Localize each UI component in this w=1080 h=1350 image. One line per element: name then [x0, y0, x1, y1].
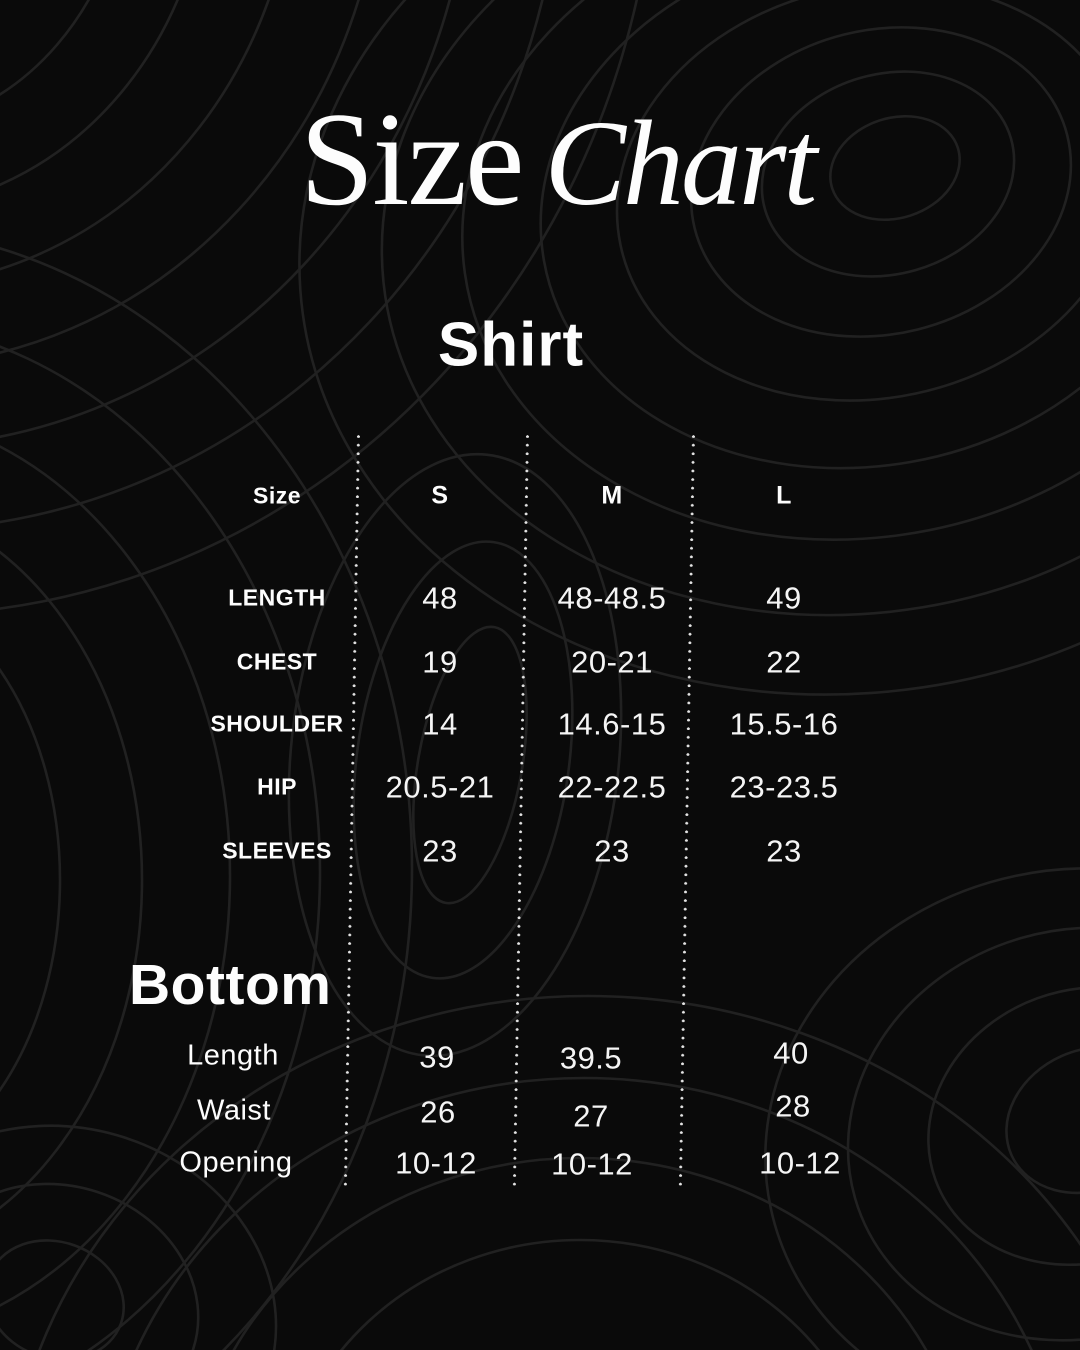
- bottom-waist-m: 27: [573, 1098, 609, 1134]
- shirt-row-label-sleeves: SLEEVES: [222, 837, 332, 864]
- shirt-row-label-chest: CHEST: [236, 648, 318, 675]
- table-header-m: M: [601, 481, 623, 510]
- bottom-opening-s: 10-12: [395, 1145, 477, 1181]
- shirt-sleeves-l: 23: [766, 833, 802, 869]
- shirt-row-label-length: LENGTH: [228, 584, 326, 611]
- bottom-row-label-opening: Opening: [179, 1146, 293, 1179]
- bottom-length-s: 39: [419, 1039, 455, 1075]
- bottom-opening-l: 10-12: [759, 1145, 841, 1181]
- title-word-chart: Chart: [544, 96, 817, 231]
- bottom-row-label-waist: Waist: [197, 1094, 271, 1127]
- shirt-shoulder-s: 14: [422, 706, 458, 742]
- bottom-waist-s: 26: [420, 1094, 456, 1130]
- bottom-row-label-length: Length: [187, 1039, 279, 1072]
- shirt-shoulder-l: 15.5-16: [729, 706, 839, 742]
- shirt-length-l: 49: [766, 580, 802, 616]
- title-word-size: Size: [299, 85, 525, 233]
- shirt-chest-m: 20-21: [571, 644, 653, 680]
- bottom-length-l: 40: [773, 1035, 809, 1071]
- shirt-hip-l: 23-23.5: [729, 769, 839, 805]
- shirt-hip-m: 22-22.5: [557, 769, 667, 805]
- shirt-row-label-shoulder: SHOULDER: [210, 710, 344, 737]
- bottom-length-m: 39.5: [559, 1040, 623, 1076]
- table-header-l: L: [776, 481, 792, 510]
- shirt-chest-l: 22: [766, 644, 802, 680]
- shirt-row-label-hip: HIP: [257, 773, 297, 800]
- table-header-s: S: [431, 481, 449, 510]
- shirt-sleeves-m: 23: [594, 833, 630, 869]
- bottom-waist-l: 28: [775, 1088, 811, 1124]
- shirt-shoulder-m: 14.6-15: [557, 706, 667, 742]
- table-header-size: Size: [252, 482, 302, 509]
- shirt-sleeves-s: 23: [422, 833, 458, 869]
- shirt-section-heading: Shirt: [437, 310, 585, 380]
- shirt-chest-s: 19: [422, 644, 458, 680]
- bottom-section-heading: Bottom: [129, 953, 332, 1017]
- page-title: Size Chart: [17, 92, 1080, 226]
- shirt-length-m: 48-48.5: [557, 580, 667, 616]
- shirt-hip-s: 20.5-21: [385, 769, 495, 805]
- bottom-opening-m: 10-12: [551, 1146, 633, 1182]
- shirt-length-s: 48: [422, 580, 458, 616]
